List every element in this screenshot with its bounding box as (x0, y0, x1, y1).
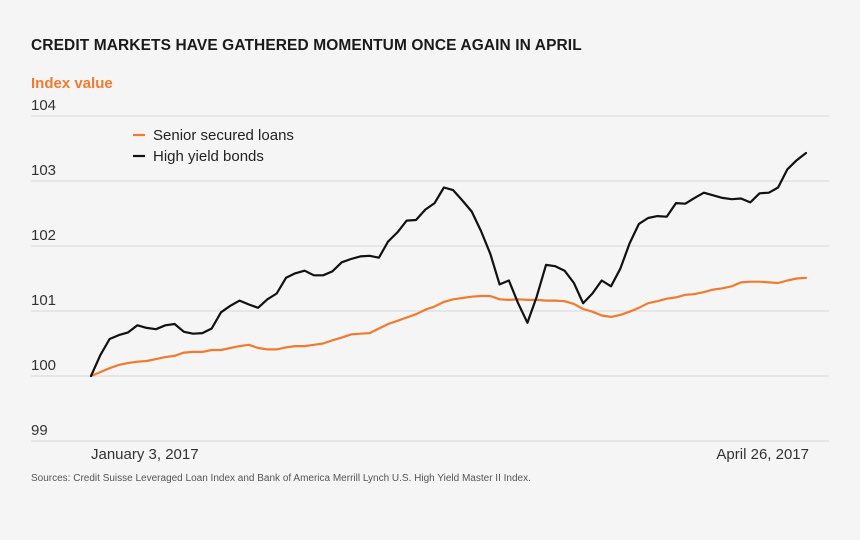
series-lines (89, 151, 808, 378)
legend: Senior secured loans High yield bonds (133, 127, 294, 165)
legend-label: High yield bonds (153, 148, 264, 165)
y-tick-label: 100 (31, 357, 56, 374)
senior-secured-loans-line (89, 276, 808, 378)
legend-label: Senior secured loans (153, 127, 294, 144)
x-tick-labels: January 3, 2017 April 26, 2017 (91, 446, 809, 463)
x-tick-label: April 26, 2017 (716, 446, 809, 463)
high-yield-bonds-line (89, 151, 808, 378)
y-tick-label: 99 (31, 422, 48, 439)
y-tick-label: 103 (31, 162, 56, 179)
y-tick-labels: 99 100 101 102 103 104 (31, 97, 56, 439)
chart-title: CREDIT MARKETS HAVE GATHERED MOMENTUM ON… (31, 37, 582, 54)
grid-lines (31, 115, 829, 442)
y-tick-label: 101 (31, 292, 56, 309)
x-tick-label: January 3, 2017 (91, 446, 199, 463)
y-axis-label: Index value (31, 75, 113, 92)
source-note: Sources: Credit Suisse Leveraged Loan In… (31, 473, 531, 484)
y-tick-label: 102 (31, 227, 56, 244)
y-tick-label: 104 (31, 97, 56, 114)
